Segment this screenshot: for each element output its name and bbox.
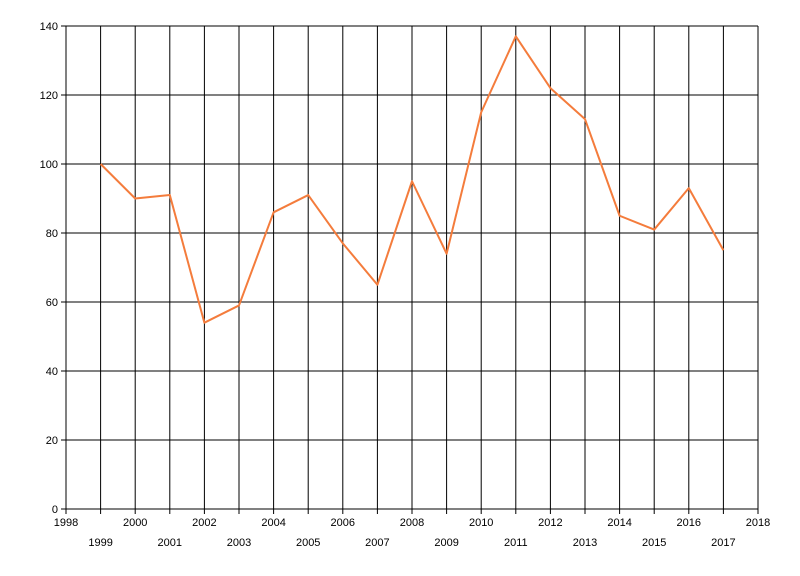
y-tick-label-140: 140 [40,21,58,33]
grid [61,25,759,514]
x-tick-label-2010: 2010 [469,517,493,529]
y-tick-label-80: 80 [46,228,58,240]
x-tick-label-2005: 2005 [296,537,320,549]
x-tick-label-2014: 2014 [607,517,631,529]
x-tick-label-2002: 2002 [192,517,216,529]
axes [65,26,758,510]
x-tick-label-2000: 2000 [123,517,147,529]
x-tick-label-2004: 2004 [261,517,285,529]
x-tick-label-1998: 1998 [54,517,78,529]
x-tick-label-2007: 2007 [365,537,389,549]
y-tick-label-20: 20 [46,435,58,447]
x-tick-label-2016: 2016 [677,517,701,529]
x-tick-label-2011: 2011 [504,537,528,549]
x-tick-label-2003: 2003 [227,537,251,549]
x-tick-label-1999: 1999 [88,537,112,549]
x-tick-label-2018: 2018 [746,517,770,529]
y-tick-label-100: 100 [40,159,58,171]
y-tick-label-0: 0 [52,504,58,516]
x-tick-label-2006: 2006 [331,517,355,529]
series-layer [99,35,725,324]
tick-labels: 1998 1999 2000 2001 2002 2003 2004 2005 2006 2007… [40,21,771,549]
y-tick-label-60: 60 [46,297,58,309]
x-tick-label-2017: 2017 [711,537,735,549]
x-tick-label-2013: 2013 [573,537,597,549]
x-tick-label-2009: 2009 [434,537,458,549]
y-tick-label-40: 40 [46,366,58,378]
x-tick-label-2015: 2015 [642,537,666,549]
x-tick-label-2012: 2012 [538,517,562,529]
x-tick-label-2001: 2001 [158,537,182,549]
y-tick-label-120: 120 [40,90,58,102]
x-tick-label-2008: 2008 [400,517,424,529]
